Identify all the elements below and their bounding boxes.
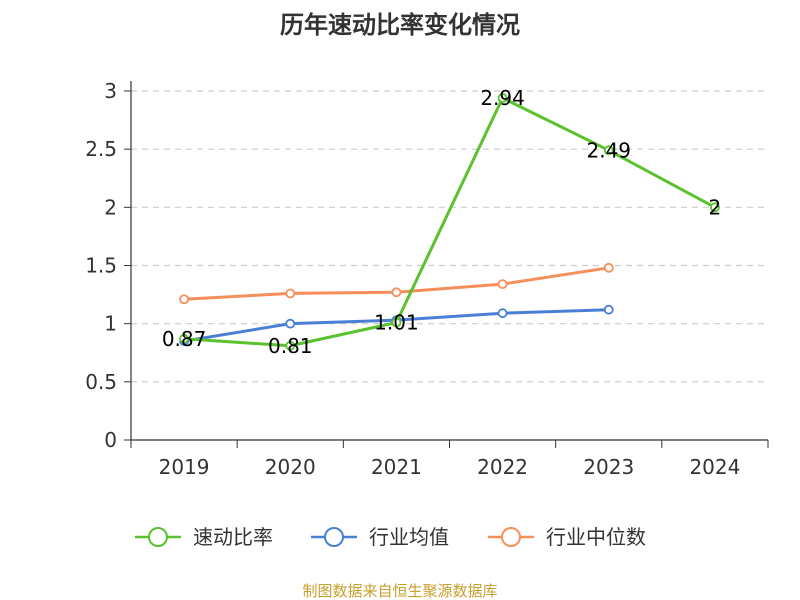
legend-label: 速动比率	[193, 525, 273, 549]
data-point	[285, 318, 296, 329]
data-point	[710, 202, 720, 213]
y-tick-label: 1.5	[85, 254, 117, 278]
series-layer	[179, 93, 720, 351]
data-point	[391, 317, 402, 328]
data-point	[603, 304, 614, 315]
data-point	[603, 145, 614, 156]
data-point	[391, 287, 402, 298]
x-tick-label: 2023	[583, 455, 634, 479]
y-tick-label: 0.5	[85, 370, 117, 394]
legend[interactable]: 速动比率 行业均值 行业中位数	[135, 525, 646, 549]
x-tick-label: 2022	[477, 455, 528, 479]
data-labels: 0.87 0.81 1.01 2.94 2.49 2	[162, 86, 721, 358]
legend-item[interactable]: 行业均值	[311, 525, 449, 549]
data-point	[285, 288, 296, 299]
chart-title: 历年速动比率变化情况	[280, 11, 520, 39]
legend-item[interactable]: 行业中位数	[488, 525, 646, 549]
axes: 0 0.5 1 1.5 2 2.5 3 2019 2020 2021 2022 2023 2024	[85, 79, 769, 479]
data-label: 1.01	[374, 311, 419, 335]
data-point	[497, 93, 508, 103]
data-label: 2	[709, 195, 722, 219]
legend-marker	[501, 527, 521, 547]
y-tick-label: 2	[104, 195, 117, 219]
grid	[131, 90, 768, 383]
y-tick-label: 1	[104, 312, 117, 336]
legend-label: 行业均值	[369, 525, 449, 549]
data-point	[179, 294, 189, 305]
data-point	[179, 333, 189, 344]
y-tick-label: 3	[104, 79, 117, 103]
x-tick-label: 2021	[371, 455, 422, 479]
data-point	[603, 262, 614, 273]
source-note: 制图数据来自恒生聚源数据库	[302, 582, 497, 600]
data-point	[285, 340, 296, 351]
data-label: 2.49	[586, 138, 631, 162]
legend-item[interactable]: 速动比率	[135, 525, 273, 549]
data-label: 0.87	[162, 327, 207, 351]
x-tick-label: 2024	[689, 455, 740, 479]
y-tick-label: 2.5	[85, 137, 117, 161]
data-point	[497, 279, 508, 290]
x-tick-label: 2019	[159, 455, 210, 479]
data-label: 2.94	[480, 86, 525, 110]
series-line	[183, 96, 716, 348]
legend-marker	[148, 527, 168, 547]
x-tick-label: 2020	[265, 455, 316, 479]
y-tick-label: 0	[104, 428, 117, 452]
data-point	[497, 308, 508, 319]
data-label: 0.81	[268, 334, 313, 358]
legend-label: 行业中位数	[546, 525, 646, 549]
legend-marker	[324, 527, 344, 547]
